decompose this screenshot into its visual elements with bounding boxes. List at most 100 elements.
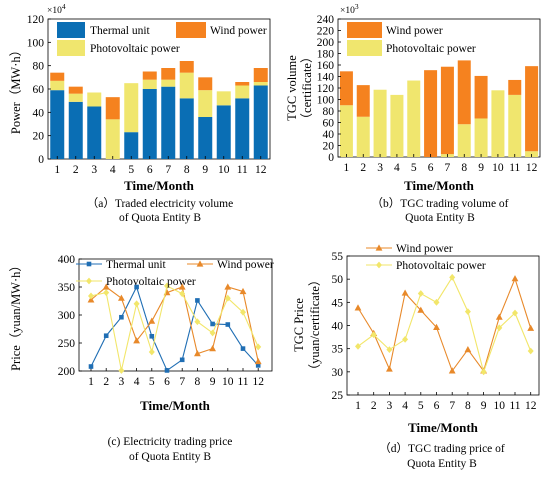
panel-a-bars bbox=[50, 61, 268, 159]
x-tick-label: 12 bbox=[525, 400, 537, 412]
data-point bbox=[386, 346, 393, 353]
panel-c-ylabel: Price（yuan/MW·h） bbox=[9, 259, 23, 371]
data-point bbox=[164, 368, 170, 373]
plot-d-frame bbox=[346, 255, 540, 396]
data-point bbox=[449, 273, 456, 281]
data-point bbox=[496, 324, 503, 332]
x-tick-label: 3 bbox=[91, 164, 97, 176]
panel-b-legend: Wind power Photovoltaic power bbox=[347, 22, 476, 56]
x-tick-label: 11 bbox=[509, 162, 520, 174]
bar-segment bbox=[124, 132, 139, 159]
data-point bbox=[118, 367, 125, 374]
x-tick-label: 10 bbox=[222, 376, 234, 388]
bar-segment bbox=[407, 80, 421, 157]
data-point bbox=[448, 367, 456, 374]
data-point bbox=[224, 294, 231, 302]
data-point bbox=[196, 260, 204, 267]
bar-segment bbox=[457, 124, 471, 157]
panel-d-ylabel-line1: TGC Price bbox=[292, 298, 306, 352]
legend-label-pv: Photovoltaic power bbox=[90, 43, 180, 55]
bar-segment bbox=[424, 70, 438, 157]
data-point bbox=[103, 289, 110, 296]
panel-c-xlabel: Time/Month bbox=[140, 398, 211, 413]
data-point bbox=[527, 347, 534, 355]
y-tick-label: 0 bbox=[38, 154, 44, 166]
panel-d-caption-line2: Quota Entity B bbox=[407, 458, 477, 470]
data-point bbox=[401, 289, 409, 296]
data-point bbox=[103, 333, 109, 339]
panel-c-caption-line2: of Quota Entity B bbox=[129, 451, 211, 463]
x-tick-label: 3 bbox=[387, 400, 393, 412]
x-tick-label: 7 bbox=[179, 376, 185, 388]
x-tick-label: 9 bbox=[481, 400, 487, 412]
bar-segment bbox=[105, 97, 120, 120]
panel-b-ylabel-line2: （certificate） bbox=[300, 51, 314, 126]
series-line bbox=[90, 285, 259, 371]
bar-segment bbox=[253, 85, 268, 159]
bar-segment bbox=[508, 94, 522, 157]
data-point bbox=[86, 277, 92, 285]
series-line bbox=[357, 277, 532, 373]
x-tick-label: 6 bbox=[434, 400, 440, 412]
y-tick-label: 40 bbox=[33, 107, 45, 119]
x-tick-label: 4 bbox=[110, 164, 116, 176]
bar-segment bbox=[474, 75, 488, 119]
y-tick-label: 25 bbox=[332, 390, 344, 402]
y-tick-label: 400 bbox=[58, 254, 76, 266]
bar-segment bbox=[50, 72, 65, 81]
data-point bbox=[88, 364, 94, 369]
data-point bbox=[255, 343, 262, 351]
bar-segment bbox=[124, 83, 139, 133]
panel-c-caption-line1: (c) Electricity trading price bbox=[108, 436, 233, 448]
x-tick-label: 5 bbox=[418, 400, 424, 412]
data-point bbox=[119, 314, 124, 320]
y-tick-label: 300 bbox=[58, 310, 76, 322]
y-tick-label: 30 bbox=[332, 367, 344, 379]
data-point bbox=[255, 363, 261, 368]
bar-segment bbox=[142, 71, 157, 80]
x-tick-label: 6 bbox=[428, 162, 434, 174]
data-point bbox=[148, 348, 155, 356]
bar-segment bbox=[235, 82, 250, 86]
data-point bbox=[134, 284, 139, 290]
data-point bbox=[511, 275, 519, 282]
panel-c-y-ticks: 200 250 300 350 400 bbox=[58, 254, 82, 378]
x-tick-label: 12 bbox=[255, 164, 267, 176]
bar-segment bbox=[508, 79, 522, 95]
bar-segment bbox=[68, 101, 83, 159]
bar-segment bbox=[68, 93, 83, 102]
data-point bbox=[376, 261, 382, 269]
x-tick-label: 10 bbox=[492, 162, 504, 174]
bar-segment bbox=[253, 82, 268, 86]
data-point bbox=[239, 287, 247, 295]
x-tick-label: 5 bbox=[411, 162, 417, 174]
bar-segment bbox=[179, 61, 194, 73]
data-point bbox=[148, 317, 156, 324]
data-point bbox=[512, 309, 518, 317]
bar-segment bbox=[373, 89, 387, 157]
x-tick-label: 2 bbox=[103, 376, 109, 388]
panel-d-caption-line1: （d）TGC trading price of bbox=[379, 442, 505, 455]
x-tick-label: 6 bbox=[164, 376, 170, 388]
panel-a-legend: Thermal unit Wind power Photovoltaic pow… bbox=[57, 22, 267, 56]
y-tick-label: 240 bbox=[317, 14, 335, 26]
panel-d-ylabel-line2: （yuan/certificate） bbox=[308, 274, 322, 377]
y-tick-label: 200 bbox=[317, 37, 335, 49]
x-tick-label: 8 bbox=[465, 400, 471, 412]
data-point bbox=[102, 283, 110, 290]
data-point bbox=[164, 282, 170, 290]
data-point bbox=[133, 300, 140, 308]
panel-b-caption-line1: （b）TGC trading volume of bbox=[371, 197, 508, 210]
bar-segment bbox=[105, 119, 120, 159]
y-tick-label: 40 bbox=[332, 321, 344, 333]
x-tick-label: 7 bbox=[165, 164, 171, 176]
data-point bbox=[86, 261, 92, 267]
y-tick-label: 80 bbox=[323, 106, 335, 118]
bar-segment bbox=[87, 106, 102, 159]
x-tick-label: 3 bbox=[377, 162, 383, 174]
panel-d-y-ticks: 25 30 35 40 45 50 55 bbox=[332, 251, 350, 402]
legend-label-wind: Wind power bbox=[396, 243, 453, 255]
panel-a-ylabel: Power（MW·h） bbox=[9, 44, 23, 134]
y-tick-label: 35 bbox=[332, 344, 344, 356]
